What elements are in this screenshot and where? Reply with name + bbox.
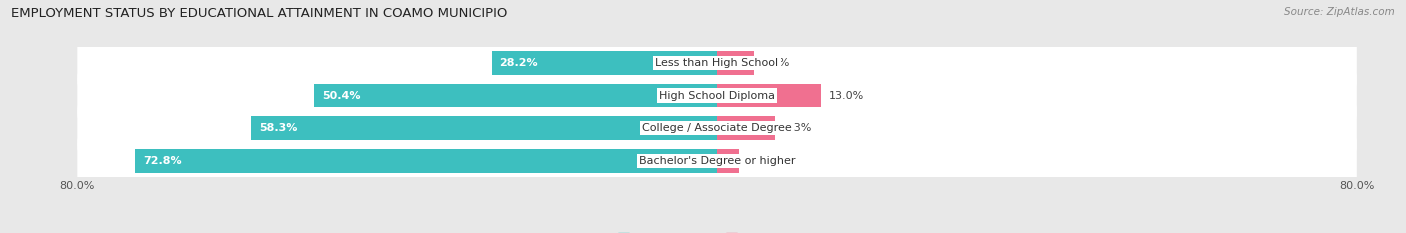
FancyBboxPatch shape [77,37,1357,89]
Bar [717,116,776,140]
Text: 50.4%: 50.4% [322,91,360,100]
Text: Bachelor's Degree or higher: Bachelor's Degree or higher [638,156,796,166]
Bar [314,84,717,107]
Bar [717,51,754,75]
Bar [492,51,717,75]
Text: 28.2%: 28.2% [499,58,538,68]
Text: 58.3%: 58.3% [259,123,297,133]
Text: 7.3%: 7.3% [783,123,811,133]
Text: 13.0%: 13.0% [830,91,865,100]
Text: High School Diploma: High School Diploma [659,91,775,100]
Bar [135,149,717,172]
Text: Less than High School: Less than High School [655,58,779,68]
FancyBboxPatch shape [77,135,1357,187]
Text: 72.8%: 72.8% [143,156,181,166]
Text: 4.6%: 4.6% [762,58,790,68]
Text: EMPLOYMENT STATUS BY EDUCATIONAL ATTAINMENT IN COAMO MUNICIPIO: EMPLOYMENT STATUS BY EDUCATIONAL ATTAINM… [11,7,508,20]
FancyBboxPatch shape [77,69,1357,122]
Text: Source: ZipAtlas.com: Source: ZipAtlas.com [1284,7,1395,17]
Bar [717,149,738,172]
Bar [250,116,717,140]
Text: 2.7%: 2.7% [747,156,775,166]
Text: College / Associate Degree: College / Associate Degree [643,123,792,133]
FancyBboxPatch shape [77,102,1357,154]
Bar [717,84,821,107]
